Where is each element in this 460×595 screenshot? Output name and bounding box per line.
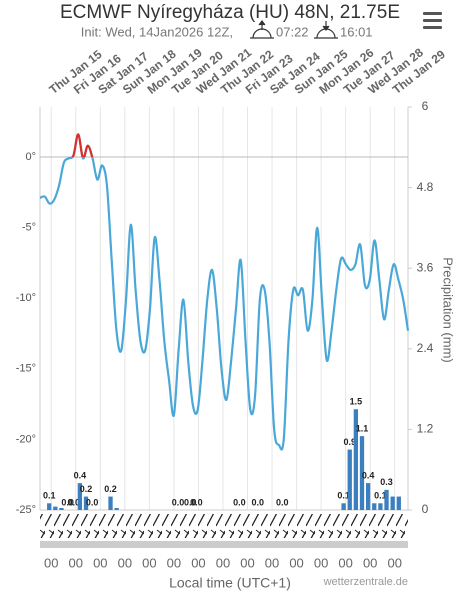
precip-label: 0.0 [61,497,74,507]
y-tick-label: -10° [16,292,36,304]
precip-label: 1.5 [350,397,363,407]
precip-label: 0.0 [184,497,197,507]
precip-bar [77,483,83,510]
precip-label: 0.4 [74,471,87,481]
precip-bar [83,496,89,510]
precip-label: 0.0 [190,497,203,507]
hour-label: 00 [289,555,303,570]
precip-label: 0.9 [343,437,356,447]
subtitle-sunset: 16:01 [340,24,373,39]
precip-label: 0.0 [276,497,289,507]
y-tick-label: -5° [22,221,36,233]
precip-label: 0.0 [67,497,80,507]
y2-tick-label: 0 [422,502,429,516]
precip-bar [59,507,64,510]
precip-bar [108,496,113,510]
time-strip [40,541,408,548]
y2-tick-label: 3.6 [417,260,434,274]
hour-label: 00 [216,555,230,570]
hour-label: 00 [142,555,156,570]
precip-label: 0.1 [43,491,56,501]
y-tick-label: -20° [16,433,36,445]
precip-label: 0.0 [251,497,264,507]
hour-label: 00 [240,555,254,570]
precip-label: 0.3 [380,477,393,487]
precip-bar [53,506,58,510]
subtitle-init: Init: Wed, 14Jan2026 12Z, [81,24,233,39]
y2-tick-label: 2.4 [417,341,434,355]
y2-tick-label: 4.8 [417,180,434,194]
precip-label: 0.4 [362,471,375,481]
precip-label: 0.0 [86,497,99,507]
hour-label: 00 [118,555,132,570]
hour-label: 00 [69,555,83,570]
precip-label: 0.2 [80,484,93,494]
precip-label: 0.0 [233,497,246,507]
hour-label: 00 [338,555,352,570]
chart-title: ECMWF Nyíregyháza (HU) 48N, 21.75E [60,2,400,23]
hour-label: 00 [93,555,107,570]
precip-bar [347,449,352,510]
precip-bar [47,503,52,510]
hour-label: 00 [265,555,279,570]
sunset-icon [314,21,338,39]
y-tick-label: -15° [16,363,36,375]
y2-tick-label: 6 [422,99,429,113]
hour-label: 00 [363,555,377,570]
wind-barbs [40,514,408,538]
precip-bar [396,496,401,510]
precip-bar [384,489,389,510]
hour-label: 00 [191,555,205,570]
precip-label: 0.1 [337,491,350,501]
menu-button[interactable] [423,12,442,29]
precip-label: 0.2 [104,484,117,494]
precip-label: 1.1 [356,423,369,433]
precip-bar [114,507,119,510]
hour-label: 00 [387,555,401,570]
precip-label: 0.0 [172,497,185,507]
precip-bar [365,483,371,510]
hour-label: 00 [167,555,181,570]
precip-bar [353,409,359,510]
sunrise-icon [250,20,274,39]
precip-bar [390,496,395,510]
temperature-line [39,133,410,451]
precip-bar [372,503,377,510]
credit: wetterzentrale.de [323,576,408,588]
y-tick-label: -25° [16,504,36,516]
y-tick-label: 0° [25,151,36,163]
precip-bar [359,436,365,510]
hour-label: 00 [44,555,58,570]
y2-tick-label: 1.2 [417,422,434,436]
precip-bar [341,503,346,510]
precip-label: 0.1 [374,491,387,501]
y2-axis-title: Precipitation (mm) [441,257,456,362]
precip-bar [378,503,383,510]
hour-label: 00 [314,555,328,570]
x-axis-title: Local time (UTC+1) [169,575,291,591]
subtitle-sunrise: 07:22 [276,24,309,39]
